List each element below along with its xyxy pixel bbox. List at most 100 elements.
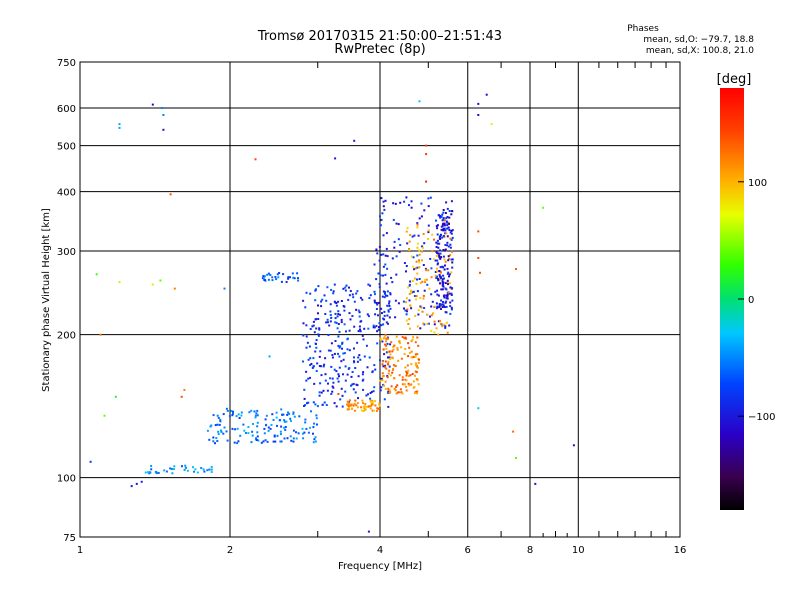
data-point xyxy=(411,373,414,375)
data-point xyxy=(380,386,383,389)
data-point xyxy=(446,244,449,247)
data-point xyxy=(276,434,279,437)
data-point xyxy=(370,401,373,404)
data-point xyxy=(440,215,443,218)
data-point xyxy=(311,366,314,369)
x-tick-labels: 1 2 4 6 8 10 16 xyxy=(77,545,687,556)
data-point xyxy=(330,316,333,319)
data-point xyxy=(332,292,335,295)
data-point xyxy=(242,423,245,426)
data-point xyxy=(364,405,367,408)
data-point xyxy=(316,405,319,408)
data-point xyxy=(382,365,385,368)
data-point xyxy=(451,299,454,302)
data-point xyxy=(406,242,409,245)
data-point xyxy=(373,290,376,293)
data-point xyxy=(450,308,453,311)
data-point xyxy=(399,388,402,391)
data-point xyxy=(329,303,332,306)
data-point xyxy=(422,294,425,297)
data-point xyxy=(332,290,335,293)
data-point xyxy=(379,359,381,362)
data-point xyxy=(388,302,390,305)
data-point xyxy=(295,431,297,434)
data-point xyxy=(362,405,365,408)
data-point xyxy=(343,323,346,326)
data-point xyxy=(162,114,165,116)
data-point xyxy=(356,360,359,363)
data-point xyxy=(278,272,281,274)
data-point xyxy=(307,377,310,380)
data-point xyxy=(415,371,418,374)
data-point xyxy=(375,410,378,412)
data-point xyxy=(356,341,359,344)
data-point xyxy=(490,123,493,126)
data-point xyxy=(429,315,431,318)
data-point xyxy=(450,271,453,274)
data-point xyxy=(315,370,318,372)
data-point xyxy=(216,414,219,417)
data-point xyxy=(391,257,394,260)
data-point xyxy=(297,279,300,282)
stats-line-x: mean, sd,X: 100.8, 21.0 xyxy=(646,46,754,56)
data-point xyxy=(407,323,410,325)
data-point xyxy=(416,246,419,249)
data-point xyxy=(423,242,426,245)
data-point xyxy=(418,100,421,103)
data-point xyxy=(292,437,295,440)
data-point xyxy=(414,314,417,317)
data-point xyxy=(290,420,292,422)
data-point xyxy=(395,392,398,395)
data-point xyxy=(347,298,350,301)
data-point xyxy=(336,327,339,330)
data-point xyxy=(363,407,366,410)
data-point xyxy=(411,235,414,238)
data-point xyxy=(405,270,407,273)
data-point xyxy=(357,356,360,359)
y-axis-label: Stationary phase Virtual Height [km] xyxy=(41,208,52,392)
data-point xyxy=(307,358,310,361)
data-point xyxy=(388,391,391,394)
data-point xyxy=(414,277,416,280)
data-point xyxy=(419,327,422,330)
data-point xyxy=(436,242,439,245)
data-point xyxy=(444,282,447,285)
data-point xyxy=(417,309,420,312)
data-point xyxy=(331,356,334,359)
data-point xyxy=(135,482,138,485)
data-point xyxy=(389,353,392,356)
data-point xyxy=(387,405,390,408)
data-point xyxy=(416,226,419,229)
data-point xyxy=(367,393,369,396)
data-point xyxy=(304,418,307,421)
data-point xyxy=(214,442,216,445)
data-point xyxy=(202,468,205,471)
data-point xyxy=(389,293,392,296)
data-point xyxy=(337,313,340,315)
data-point xyxy=(384,360,387,363)
data-point xyxy=(427,224,430,227)
data-point xyxy=(346,338,349,341)
data-point xyxy=(339,313,341,316)
data-point xyxy=(305,346,308,349)
data-point xyxy=(410,383,413,386)
data-point xyxy=(376,252,379,255)
data-point xyxy=(353,402,356,405)
data-point xyxy=(442,285,445,288)
data-point xyxy=(414,341,417,344)
data-point xyxy=(354,399,357,402)
data-point xyxy=(414,362,417,365)
data-point xyxy=(442,211,445,214)
data-point xyxy=(374,404,377,407)
data-point xyxy=(442,295,445,298)
data-point xyxy=(416,290,419,293)
data-point xyxy=(359,358,362,361)
y-tick-label: 100 xyxy=(57,474,76,485)
data-point xyxy=(394,316,397,319)
data-point xyxy=(416,242,419,245)
data-point xyxy=(408,351,411,354)
data-point xyxy=(440,225,443,228)
data-point xyxy=(380,197,383,200)
data-point xyxy=(95,273,98,276)
data-point xyxy=(360,320,363,323)
